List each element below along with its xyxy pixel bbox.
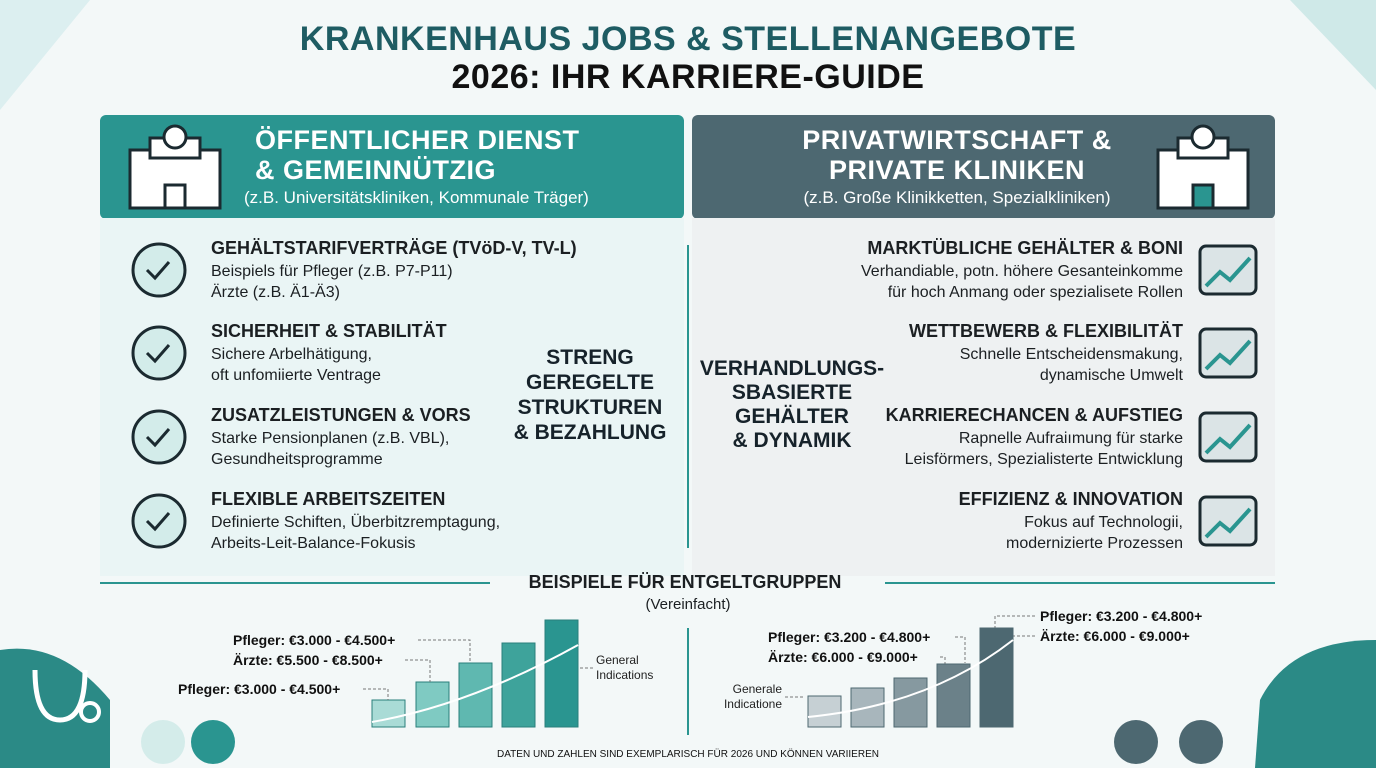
panel-heading: PRIVATE KLINIKEN xyxy=(828,155,1085,185)
item-text: Sichere Arbelhätigung, xyxy=(211,346,372,363)
item-text: Arbeits-Leit-Balance-Fokusis xyxy=(211,535,416,552)
chart-label: Ärzte: €5.500 - €8.500+ xyxy=(233,652,383,668)
summary: VERHANDLUNGS- xyxy=(699,357,885,380)
item-title: MARKTÜBLICHE GEHÄLTER & BONI xyxy=(867,238,1183,258)
item-text: Starke Pensionplanen (z.B. VBL), xyxy=(211,430,450,447)
item-text: Ärzte (z.B. Ä1-Ä3) xyxy=(211,284,340,301)
item-text: Verhandiable, potn. höhere Gesanteinkomm… xyxy=(861,263,1183,280)
item-title: EFFIZIENZ & INNOVATION xyxy=(958,489,1183,509)
summary: SBASIERTE xyxy=(731,381,853,404)
item-title: KARRIERECHANCEN & AUFSTIEG xyxy=(885,405,1183,425)
summary: GEHÄLTER xyxy=(735,405,849,428)
summary: STRUKTUREN xyxy=(517,396,663,419)
chart-note: Indications xyxy=(596,668,654,682)
item-text: Rapnelle Aufraiımung für starke xyxy=(958,430,1183,447)
item-text: Gesundheitsprogramme xyxy=(211,451,383,468)
section-subtitle: (Vereinfacht) xyxy=(645,596,731,613)
item-text: für hoch Anmang oder spezialisete Rollen xyxy=(887,284,1183,301)
item-text: Schnelle Entscheidensmakung, xyxy=(959,346,1183,363)
summary: STRENG xyxy=(546,346,634,369)
item-title: ZUSATZLEISTUNGEN & VORS xyxy=(211,405,471,425)
panel-subheading: (z.B. Große Klinikketten, Spezialklinike… xyxy=(803,188,1111,207)
chart-label: Pfleger: €3.000 - €4.500+ xyxy=(178,681,341,697)
summary: & DYNAMIK xyxy=(732,429,852,452)
panel-heading: PRIVATWIRTSCHAFT & xyxy=(802,125,1112,155)
item-text: Definierte Schiften, Überbitzremptagung, xyxy=(211,514,501,531)
panel-heading: ÖFFENTLICHER DIENST xyxy=(255,125,580,155)
chart-note: Indicatione xyxy=(723,697,782,711)
title: KRANKENHAUS JOBS & STELLENANGEBOTE xyxy=(299,20,1077,58)
chart-label: Ärzte: €6.000 - €9.000+ xyxy=(768,649,918,665)
chart-label: Ärzte: €6.000 - €9.000+ xyxy=(1040,628,1190,644)
chart-label: Pfleger: €3.200 - €4.800+ xyxy=(768,629,931,645)
footer: DATEN UND ZAHLEN SIND EXEMPLARISCH FÜR 2… xyxy=(497,749,879,760)
summary: GEREGELTE xyxy=(526,371,654,394)
chart-note: Generale xyxy=(732,682,782,696)
item-title: SICHERHEIT & STABILITÄT xyxy=(211,321,447,341)
chart-label: Pfleger: €3.200 - €4.800+ xyxy=(1040,608,1203,624)
item-title: GEHÄLTSTARIFVERTRÄGE (TVöD-V, TV-L) xyxy=(211,238,577,258)
section-title: BEISPIELE FÜR ENTGELTGRUPPEN xyxy=(528,572,842,592)
title: 2026: IHR KARRIERE-GUIDE xyxy=(451,58,925,96)
item-text: oft unfomiierte Ventrage xyxy=(211,367,381,384)
summary: & BEZAHLUNG xyxy=(513,421,667,444)
item-title: FLEXIBLE ARBEITSZEITEN xyxy=(211,489,446,509)
item-text: Fokus auf Technologii, xyxy=(1024,514,1183,531)
item-text: modernizierte Prozessen xyxy=(1006,535,1183,552)
panel-subheading: (z.B. Universitätskliniken, Kommunale Tr… xyxy=(244,188,589,207)
chart-label: Pfleger: €3.000 - €4.500+ xyxy=(233,632,396,648)
panel-heading: & GEMEINNÜTZIG xyxy=(255,155,496,185)
item-text: Beispiels für Pfleger (z.B. P7-P11) xyxy=(211,263,453,280)
item-text: dynamische Umwelt xyxy=(1039,367,1183,384)
item-title: WETTBEWERB & FLEXIBILITÄT xyxy=(909,321,1183,341)
chart-note: General xyxy=(596,653,639,667)
item-text: Leisförmers, Spezialisterte Entwicklung xyxy=(904,451,1183,468)
